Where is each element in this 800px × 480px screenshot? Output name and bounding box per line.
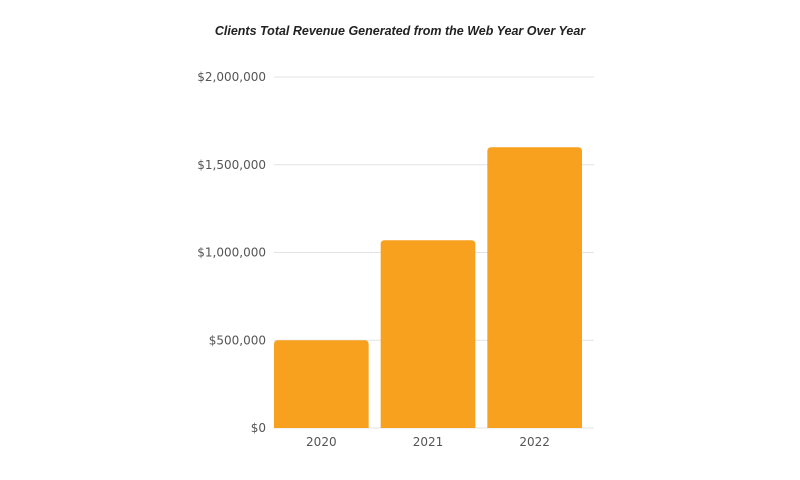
y-tick-label: $1,500,000: [197, 158, 266, 172]
bar-2022: [487, 147, 582, 428]
x-tick-label: 2022: [519, 435, 550, 449]
x-tick-label: 2020: [306, 435, 337, 449]
bar-2020: [274, 340, 369, 428]
y-tick-label: $1,000,000: [197, 246, 266, 260]
x-axis-tick-labels: 2020 2021 2022: [306, 435, 550, 449]
y-tick-label: $0: [251, 421, 266, 435]
bar-2021: [380, 240, 476, 428]
chart-title: Clients Total Revenue Generated from the…: [214, 24, 586, 38]
x-tick-label: 2021: [413, 435, 444, 449]
y-axis-tick-labels: $0 $500,000 $1,000,000 $1,500,000 $2,000,000: [197, 70, 266, 435]
y-tick-label: $500,000: [209, 333, 266, 347]
y-tick-label: $2,000,000: [197, 70, 266, 84]
bars: [274, 147, 582, 428]
